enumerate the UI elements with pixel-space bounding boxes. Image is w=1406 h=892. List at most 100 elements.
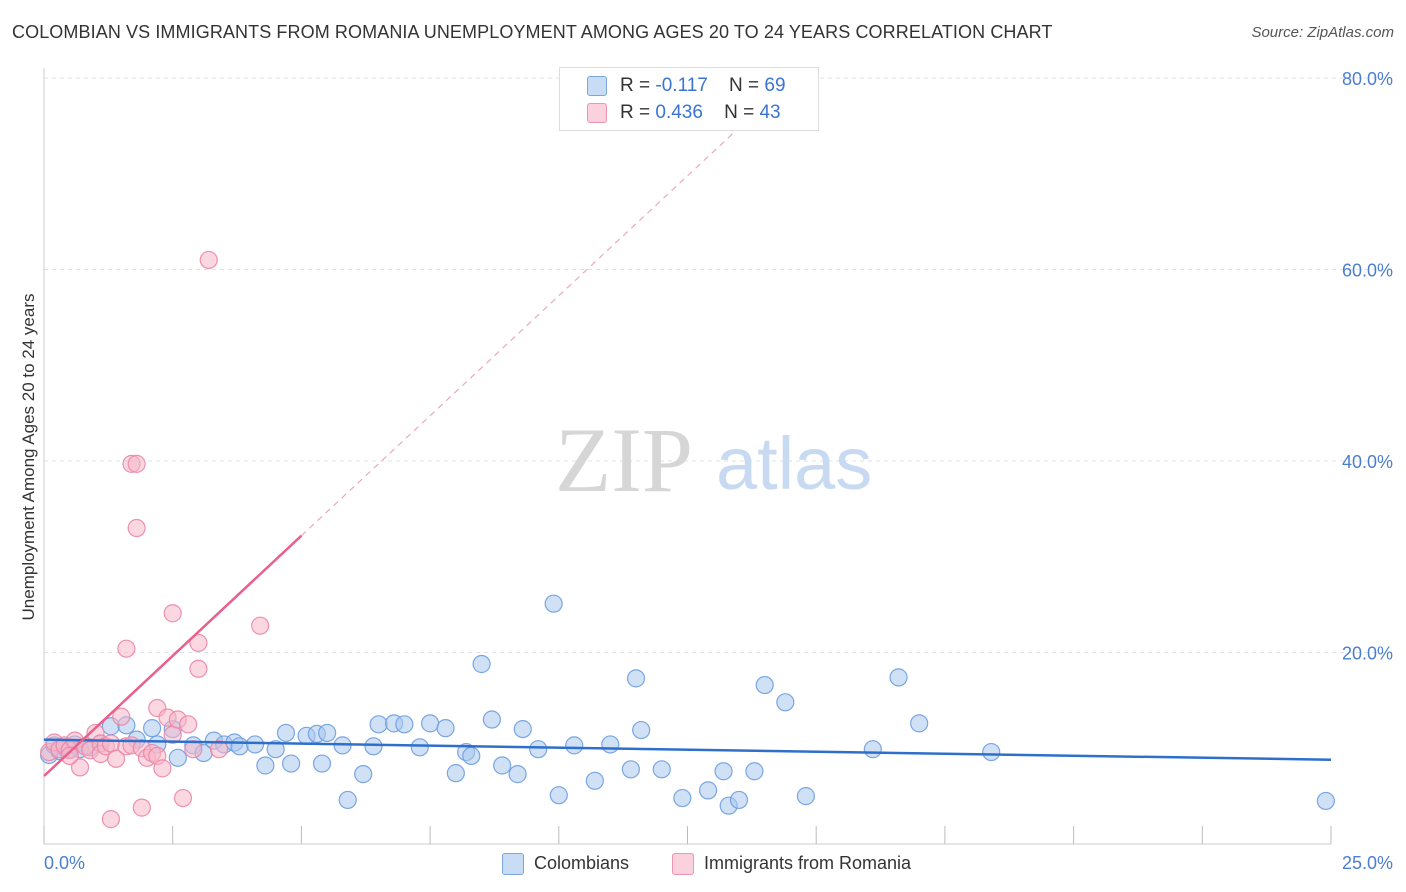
legend-label-romania: Immigrants from Romania <box>704 853 912 873</box>
romania-point <box>153 759 172 778</box>
romania-point <box>132 798 151 817</box>
colombian-point <box>621 760 640 779</box>
legend-n-value: 69 <box>764 75 786 96</box>
axis-layer <box>43 68 1332 845</box>
romania-point <box>101 810 121 829</box>
romania-point <box>189 633 208 653</box>
y-axis-label: Unemployment Among Ages 20 to 24 years <box>19 294 38 621</box>
colombian-point <box>632 720 651 740</box>
colombian-point <box>585 771 604 790</box>
legend-n-label: N = <box>724 102 755 123</box>
romania-point <box>106 749 126 768</box>
romania-point <box>251 616 270 635</box>
colombian-point <box>544 594 563 613</box>
colombian-point <box>601 735 620 754</box>
romania-point <box>127 454 146 473</box>
legend-swatch-pink <box>587 103 607 123</box>
colombian-point <box>364 737 383 756</box>
colombian-point <box>354 765 373 784</box>
correlation-legend: R = -0.117 N = 69 R = 0.436 N = 43 <box>559 67 819 131</box>
watermark-atlas: atlas <box>716 422 872 505</box>
legend-r-value: -0.117 <box>655 75 708 96</box>
legend-r-label: R = <box>620 75 651 96</box>
colombian-point <box>549 786 568 805</box>
colombian-point <box>776 693 795 712</box>
legend-r-label: R = <box>620 102 651 123</box>
colombian-point <box>256 756 275 775</box>
series-legend: Colombians Immigrants from Romania <box>0 852 1406 878</box>
colombian-point <box>910 714 929 733</box>
colombian-point <box>395 715 414 734</box>
romania-point <box>209 740 229 759</box>
romania-point <box>101 734 121 753</box>
romania-point <box>163 604 182 623</box>
romania-point <box>127 518 146 538</box>
y-tick-label: 60.0% <box>1342 261 1393 281</box>
colombian-point <box>493 756 512 775</box>
colombian-point <box>462 746 481 766</box>
y-tick-label: 20.0% <box>1342 644 1393 664</box>
romania-trendline-extension <box>300 108 760 537</box>
colombian-point <box>626 669 646 688</box>
colombian-point <box>338 790 357 810</box>
colombian-point <box>714 762 733 781</box>
grid-layer <box>44 77 1392 653</box>
watermark: ZIP atlas <box>555 409 872 511</box>
colombian-point <box>863 740 882 759</box>
y-tick-label: 40.0% <box>1342 452 1393 472</box>
chart-title: COLOMBIAN VS IMMIGRANTS FROM ROMANIA UNE… <box>12 22 1053 42</box>
romania-point <box>173 788 193 808</box>
chart-source: Source: ZipAtlas.com <box>1251 24 1394 41</box>
colombian-point <box>143 719 162 738</box>
colombian-point <box>529 740 548 759</box>
colombian-point <box>266 740 285 759</box>
colombian-point <box>446 764 465 783</box>
colombian-point <box>508 765 527 784</box>
romania-point <box>184 740 203 759</box>
colombian-point <box>436 719 455 738</box>
romania-point <box>112 707 131 726</box>
colombian-point <box>369 715 388 734</box>
romania-point <box>179 715 198 734</box>
x-tick-label: 25.0% <box>1342 853 1393 873</box>
colombian-point <box>318 723 337 743</box>
legend-swatch-blue <box>502 853 524 875</box>
colombian-point <box>698 781 718 800</box>
legend-r-value: 0.436 <box>655 102 703 123</box>
colombian-point <box>745 762 764 781</box>
romania-point <box>189 659 208 678</box>
colombian-point <box>982 742 1001 762</box>
colombian-trendline <box>43 738 1332 761</box>
label-layer: 20.0% 40.0% 60.0% 80.0% 0.0% 25.0% Unemploymen… <box>19 69 1393 873</box>
colombian-point <box>282 754 301 773</box>
colombian-point <box>755 675 774 695</box>
colombian-point <box>513 719 532 739</box>
colombian-point <box>276 723 296 743</box>
colombian-point <box>312 754 332 773</box>
watermark-zip: ZIP <box>555 409 693 511</box>
colombian-point <box>168 748 187 767</box>
colombian-point <box>472 654 491 674</box>
colombian-point <box>230 737 249 756</box>
colombian-point <box>421 714 440 733</box>
colombian-point <box>410 738 429 757</box>
colombian-point <box>565 736 584 755</box>
legend-label-colombians: Colombians <box>534 853 630 873</box>
romania-point <box>60 746 79 766</box>
legend-n-label: N = <box>728 75 760 96</box>
romania-trendline <box>43 534 303 777</box>
colombian-point <box>673 788 692 808</box>
legend-swatch-pink <box>672 853 694 875</box>
x-tick-label: 0.0% <box>44 853 85 873</box>
romania-point <box>70 758 90 777</box>
points-layer <box>40 250 1335 829</box>
colombian-point <box>1316 791 1335 811</box>
colombian-point <box>245 735 265 754</box>
colombian-point <box>482 710 501 729</box>
legend-swatch-blue <box>587 76 607 96</box>
legend-n-value: 43 <box>759 102 781 123</box>
romania-point <box>117 639 136 658</box>
romania-point <box>199 250 218 270</box>
y-tick-label: 80.0% <box>1342 69 1393 89</box>
